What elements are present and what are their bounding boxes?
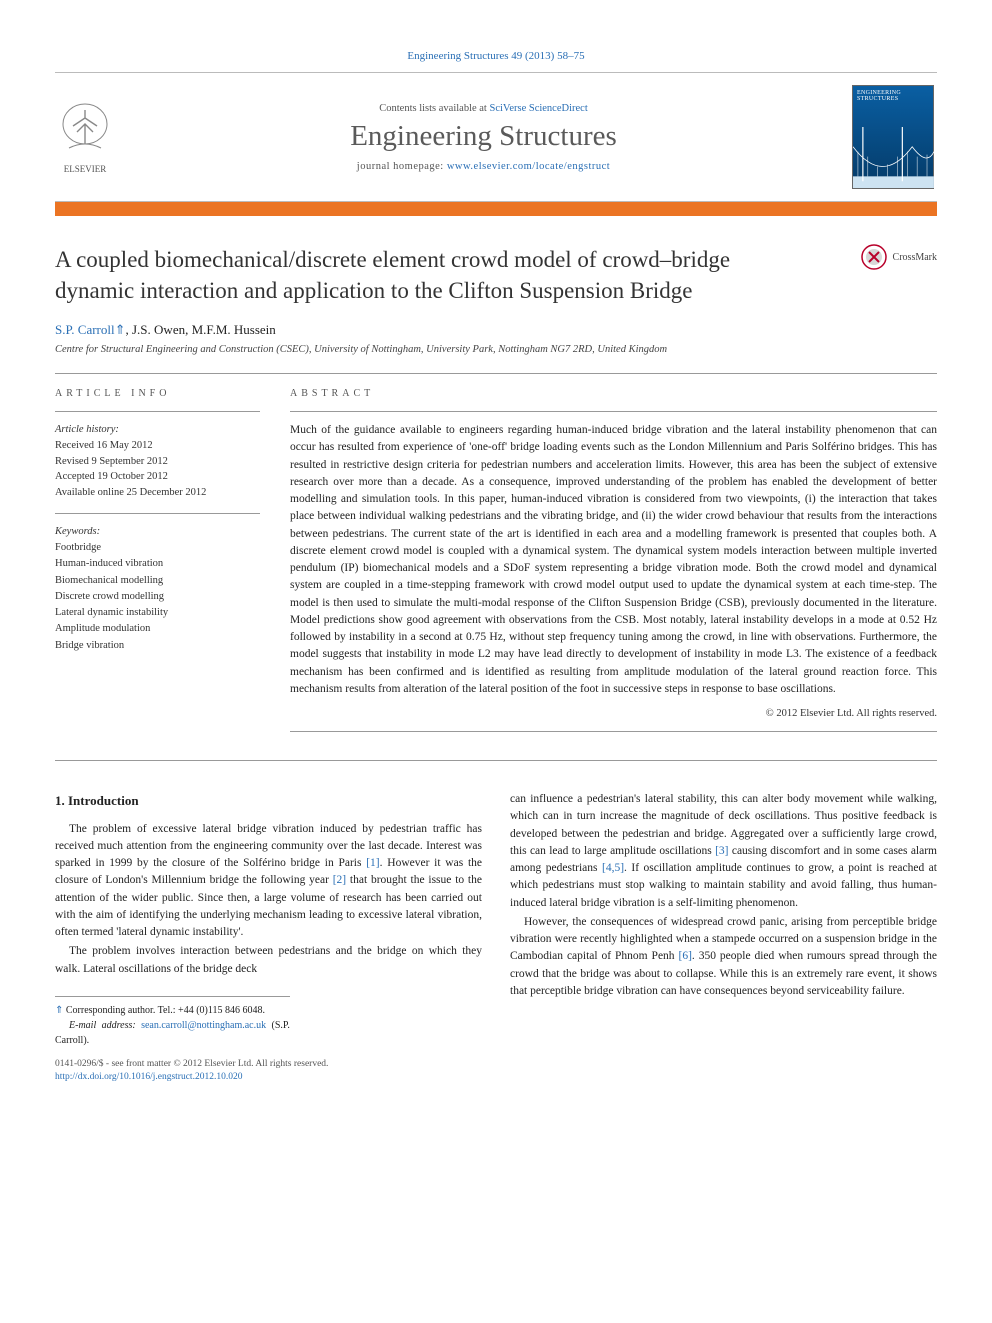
corresponding-author-block: ⇑ Corresponding author. Tel.: +44 (0)115… (55, 996, 290, 1048)
author-link-carroll[interactable]: S.P. Carroll (55, 322, 115, 337)
contents-list-line: Contents lists available at SciVerse Sci… (115, 103, 852, 114)
divider-short (55, 513, 260, 514)
keyword: Footbridge (55, 540, 260, 556)
keywords-label: Keywords: (55, 524, 260, 540)
history-received: Received 16 May 2012 (55, 438, 260, 454)
page-container: Engineering Structures 49 (2013) 58–75 E… (0, 0, 992, 1124)
journal-cover-thumb[interactable]: ENGINEERING STRUCTURES (852, 85, 937, 189)
email-label: E-mail address: (55, 1020, 136, 1031)
citation-line: Engineering Structures 49 (2013) 58–75 (55, 50, 937, 62)
abstract-column: abstract Much of the guidance available … (290, 388, 937, 742)
keyword: Amplitude modulation (55, 621, 260, 637)
affiliation: Centre for Structural Engineering and Co… (55, 344, 937, 355)
keyword: Discrete crowd modelling (55, 589, 260, 605)
journal-homepage-line: journal homepage: www.elsevier.com/locat… (115, 161, 852, 172)
body-column-right: can influence a pedestrian's lateral sta… (510, 791, 937, 1084)
divider (55, 373, 937, 374)
crossmark-badge[interactable]: CrossMark (861, 244, 937, 270)
history-online: Available online 25 December 2012 (55, 485, 260, 501)
crossmark-icon (861, 244, 887, 270)
ref-link[interactable]: [3] (715, 845, 728, 857)
copyright-footer: 0141-0296/$ - see front matter © 2012 El… (55, 1058, 482, 1085)
corr-text: Corresponding author. Tel.: +44 (0)115 8… (63, 1005, 265, 1016)
body-text: 1. Introduction The problem of excessive… (55, 791, 937, 1084)
publisher-logo[interactable]: ELSEVIER (55, 100, 115, 174)
divider-short (290, 411, 937, 412)
abstract-copyright: © 2012 Elsevier Ltd. All rights reserved… (290, 708, 937, 719)
ref-link[interactable]: [1] (366, 857, 379, 869)
homepage-prefix: journal homepage: (357, 161, 447, 172)
corresponding-marker-link[interactable]: ⇑ (115, 322, 126, 337)
body-column-left: 1. Introduction The problem of excessive… (55, 791, 482, 1084)
history-accepted: Accepted 19 October 2012 (55, 469, 260, 485)
ref-link[interactable]: [6] (678, 950, 691, 962)
divider-short (55, 411, 260, 412)
divider (55, 760, 937, 761)
keyword: Lateral dynamic instability (55, 605, 260, 621)
article-info-heading: article info (55, 388, 260, 399)
scopus-link[interactable]: SciVerse ScienceDirect (489, 103, 587, 114)
body-paragraph: can influence a pedestrian's lateral sta… (510, 791, 937, 912)
copyright-text: 0141-0296/$ - see front matter © 2012 El… (55, 1059, 328, 1069)
elsevier-tree-icon (55, 100, 115, 162)
keyword: Biomechanical modelling (55, 573, 260, 589)
abstract-heading: abstract (290, 388, 937, 399)
divider-short (290, 731, 937, 732)
homepage-link[interactable]: www.elsevier.com/locate/engstruct (447, 161, 610, 172)
cover-label: ENGINEERING STRUCTURES (857, 90, 929, 102)
body-paragraph: The problem involves interaction between… (55, 943, 482, 978)
keyword: Bridge vibration (55, 638, 260, 654)
citation-link[interactable]: Engineering Structures 49 (2013) 58–75 (407, 50, 584, 62)
ref-link[interactable]: [2] (333, 874, 346, 886)
authors-line: S.P. Carroll⇑, J.S. Owen, M.F.M. Hussein (55, 322, 937, 338)
journal-name: Engineering Structures (115, 120, 852, 153)
bridge-icon (853, 127, 934, 188)
crossmark-label: CrossMark (893, 252, 937, 263)
body-paragraph: The problem of excessive lateral bridge … (55, 821, 482, 942)
article-title: A coupled biomechanical/discrete element… (55, 244, 805, 306)
abstract-text: Much of the guidance available to engine… (290, 422, 937, 698)
history-revised: Revised 9 September 2012 (55, 454, 260, 470)
body-paragraph: However, the consequences of widespread … (510, 914, 937, 1000)
history-label: Article history: (55, 422, 260, 438)
keyword: Human-induced vibration (55, 556, 260, 572)
publisher-name: ELSEVIER (55, 164, 115, 174)
contents-prefix: Contents lists available at (379, 103, 489, 114)
section-heading: 1. Introduction (55, 791, 482, 811)
ref-link[interactable]: [4,5] (602, 862, 624, 874)
doi-link[interactable]: http://dx.doi.org/10.1016/j.engstruct.20… (55, 1072, 242, 1082)
article-info-column: article info Article history: Received 1… (55, 388, 260, 742)
email-link[interactable]: sean.carroll@nottingham.ac.uk (141, 1020, 266, 1031)
accent-bar (55, 202, 937, 216)
masthead: ELSEVIER Contents lists available at Sci… (55, 72, 937, 202)
authors-rest: , J.S. Owen, M.F.M. Hussein (126, 322, 276, 337)
